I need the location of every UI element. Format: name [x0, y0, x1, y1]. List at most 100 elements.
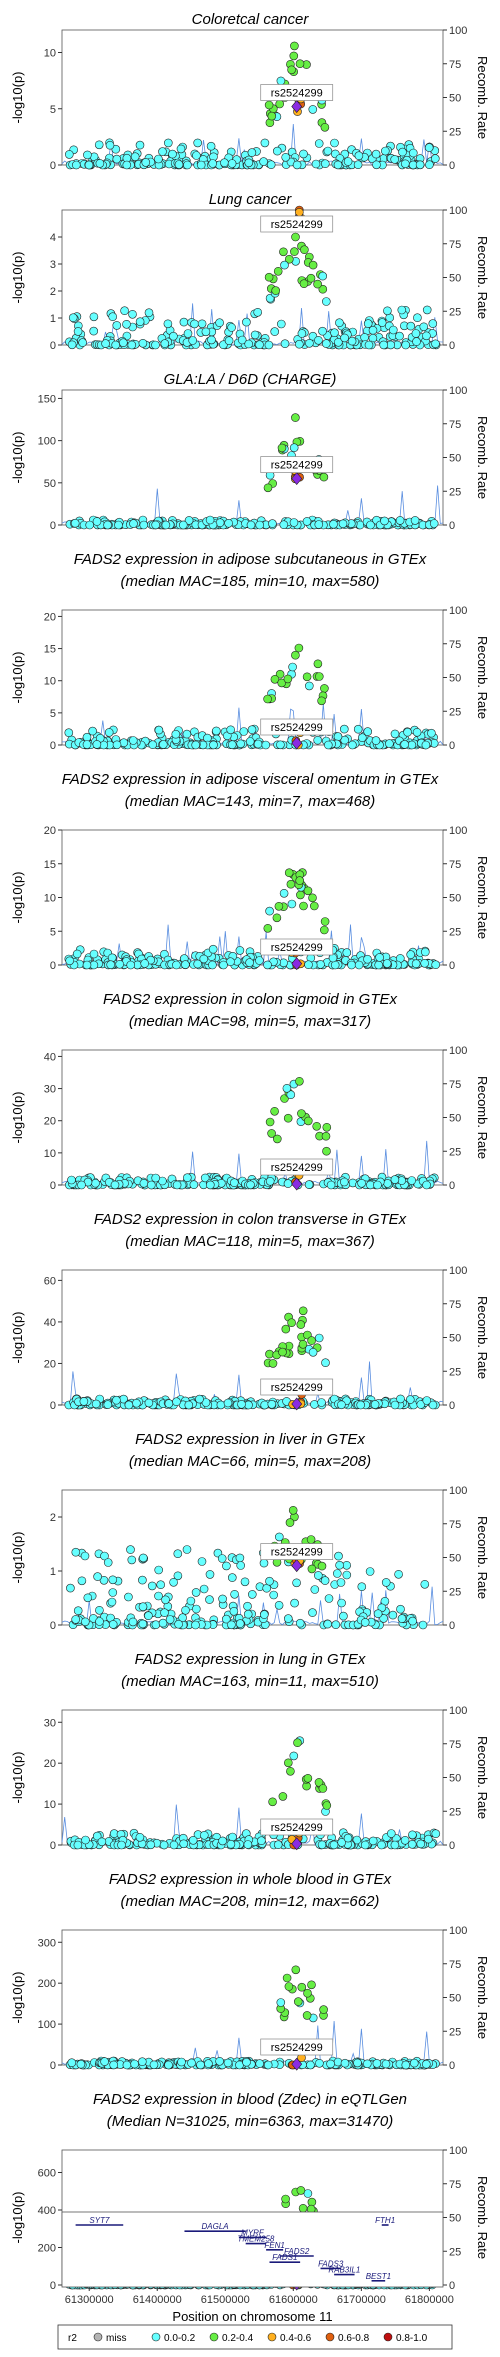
snp-point	[138, 338, 148, 348]
snp-point	[322, 1123, 332, 1132]
lead-snp-marker	[291, 736, 303, 750]
right-tick-label: 75	[449, 239, 461, 251]
snp-point	[154, 154, 163, 164]
snp-point	[395, 331, 404, 341]
snp-point	[237, 335, 247, 345]
plot-frame	[61, 609, 444, 746]
y-tick-label: 400	[38, 2205, 56, 2217]
snp-point	[206, 1180, 215, 1190]
snp-point	[163, 319, 173, 329]
y-tick-label: 30	[44, 1717, 56, 1729]
snp-point	[97, 1837, 107, 1847]
snp-point	[307, 1336, 316, 1345]
snp-point	[293, 1997, 303, 2006]
snp-point	[107, 953, 117, 963]
right-tick-label: 75	[449, 2179, 461, 2191]
snp-point	[263, 694, 272, 704]
snp-point	[364, 340, 374, 350]
y-tick-label: 50	[44, 478, 56, 490]
snp-point	[390, 155, 400, 164]
snp-point	[406, 950, 416, 959]
y-tick-label: 1	[50, 1566, 56, 1578]
snp-point	[164, 2060, 173, 2070]
snp-point	[421, 740, 431, 750]
snp-point	[422, 331, 431, 341]
right-tick-label: 50	[449, 93, 461, 105]
snp-point	[427, 728, 436, 738]
snp-point	[229, 1607, 239, 1616]
plot-frame	[61, 829, 444, 966]
snp-point	[146, 1840, 156, 1850]
right-tick-label: 0	[449, 2060, 455, 2072]
snp-point	[373, 1180, 382, 1190]
snp-point	[299, 901, 308, 911]
snp-point	[320, 684, 329, 693]
snp-point	[318, 326, 327, 336]
snp-point	[141, 158, 151, 167]
snp-point	[83, 1593, 93, 1603]
y-tick-label: 0	[50, 1400, 56, 1412]
snp-point	[67, 1175, 76, 1185]
snp-point	[176, 144, 186, 154]
snp-point	[183, 1173, 192, 1182]
snp-point	[323, 146, 333, 156]
right-tick-label: 0	[449, 1180, 455, 1192]
right-tick-label: 25	[449, 306, 461, 318]
legend-swatch	[209, 2332, 219, 2342]
snp-point	[428, 319, 438, 328]
snp-point	[377, 1840, 386, 1850]
snp-point	[192, 1604, 201, 1614]
snp-point	[172, 1180, 182, 1190]
snp-point	[279, 888, 289, 898]
snp-point	[289, 51, 299, 61]
snp-point	[151, 520, 160, 530]
snp-point	[308, 1608, 317, 1617]
snp-point	[135, 317, 145, 327]
snp-point	[81, 1835, 90, 1845]
snp-point	[186, 1596, 196, 1606]
panel-title: FADS2 expression in blood (Zdec) in eQTL…	[93, 2091, 407, 2108]
snp-point	[386, 1829, 396, 1838]
y-tick-label: 20	[44, 1758, 56, 1770]
snp-point	[317, 696, 326, 706]
snp-point	[296, 890, 305, 900]
snp-point	[236, 739, 245, 749]
snp-point	[93, 1572, 102, 1581]
y-axis-label: -log10(p)	[10, 1971, 25, 2023]
snp-point	[100, 2057, 109, 2066]
snp-point	[269, 1590, 279, 1600]
snp-point	[347, 960, 356, 970]
snp-point	[124, 1400, 134, 1410]
snp-point	[339, 1177, 349, 1187]
snp-point	[332, 1569, 342, 1578]
snp-point	[313, 279, 322, 289]
gene-label: BEST1	[366, 2272, 391, 2281]
snp-point	[273, 1840, 283, 1849]
snp-point	[340, 735, 350, 745]
panel-title: (Median N=31025, min=6363, max=31470)	[107, 2113, 393, 2130]
snp-point	[263, 960, 272, 970]
right-tick-label: 100	[449, 1265, 467, 1277]
lead-snp-label-box	[260, 718, 334, 736]
snp-point	[395, 516, 405, 525]
snp-point	[243, 1840, 253, 1849]
snp-point	[190, 319, 199, 329]
y-tick-label: 0	[50, 1180, 56, 1192]
plot-frame	[61, 1709, 444, 1846]
y-tick-label: 20	[44, 825, 56, 837]
right-tick-label: 100	[449, 605, 467, 617]
panel-10: FADS2 expression in whole blood in GTEx (…	[10, 1871, 490, 2072]
snp-point	[95, 1617, 104, 1626]
lead-snp-label: rs2524299	[271, 1547, 323, 1559]
right-tick-label: 25	[449, 2026, 461, 2038]
snp-point	[206, 141, 216, 151]
snp-point	[85, 520, 94, 530]
snp-point	[265, 906, 274, 916]
y-tick-label: 100	[38, 2019, 56, 2031]
snp-point	[151, 1173, 160, 1183]
y-axis-label: -log10(p)	[10, 71, 25, 123]
right-axis-label: Recomb. Rate	[475, 56, 490, 139]
snp-point	[110, 1180, 120, 1190]
y-tick-label: 5	[50, 104, 56, 116]
right-tick-label: 100	[449, 385, 467, 397]
